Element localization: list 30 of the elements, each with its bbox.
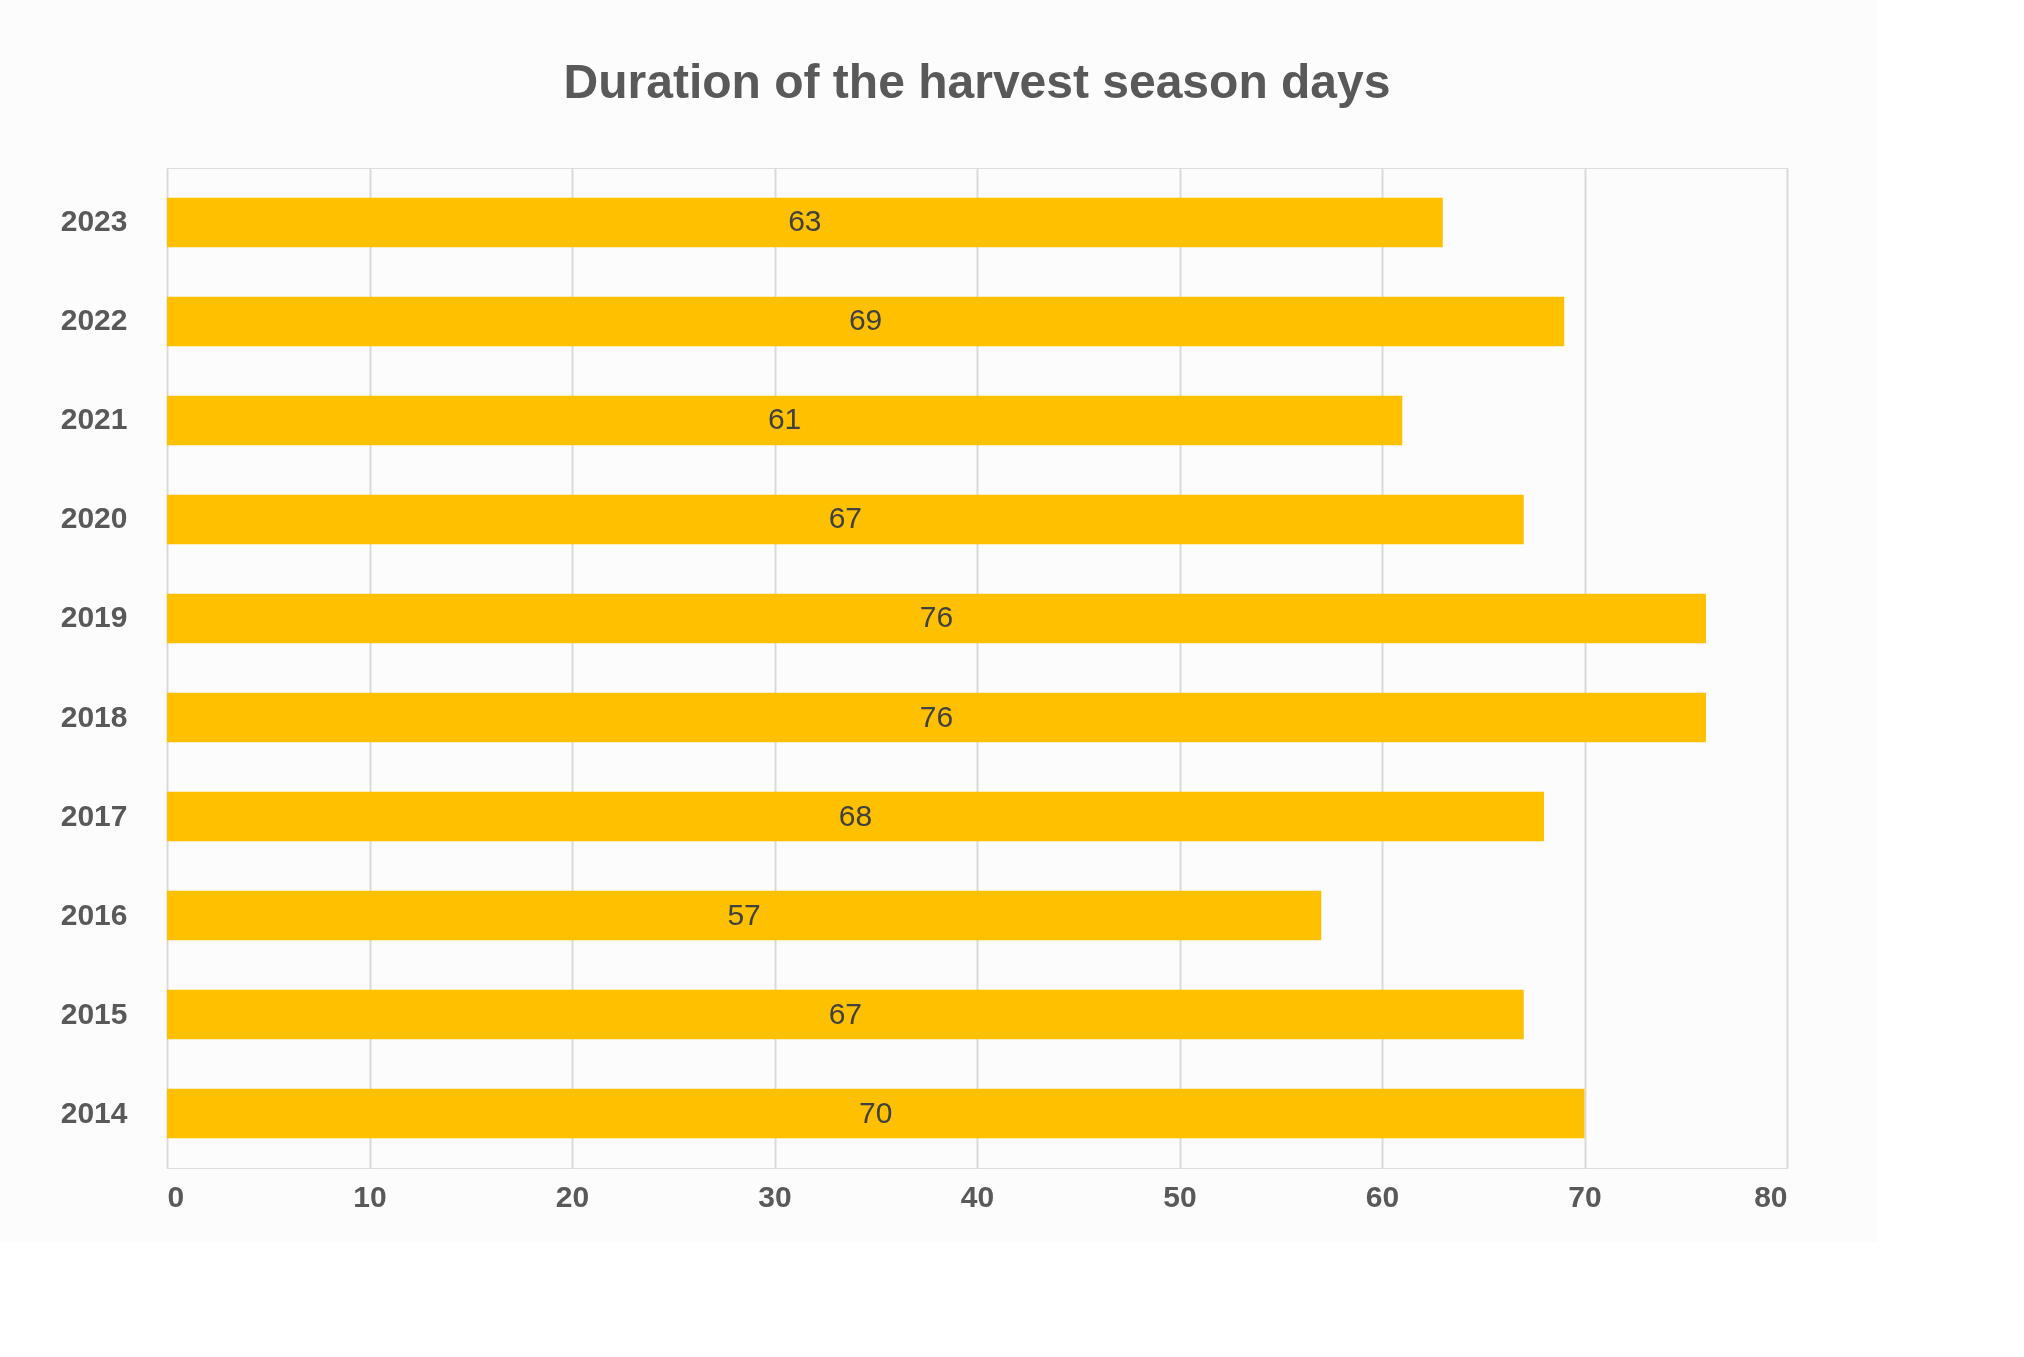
y-tick-label: 2019 [60,600,128,634]
y-tick-label: 2020 [60,501,128,535]
y-tick-label: 2018 [60,699,128,733]
data-label: 76 [919,600,954,634]
y-tick-label: 2016 [60,897,128,931]
data-label: 68 [838,798,873,832]
x-tick-label: 0 [167,1179,185,1213]
data-label: 61 [767,402,802,436]
x-tick-label: 40 [960,1179,995,1213]
x-tick-label: 20 [555,1179,590,1213]
y-tick-label: 2015 [60,996,128,1030]
data-label: 70 [859,1095,893,1129]
chart-title: Duration of the harvest season days [563,55,1391,108]
y-tick-label: 2022 [60,303,128,337]
x-tick-label: 80 [1754,1179,1788,1213]
data-label: 67 [828,996,863,1030]
data-label: 57 [727,897,761,931]
x-tick-label: 10 [353,1179,387,1213]
data-label: 63 [788,204,822,238]
x-tick-label: 30 [758,1179,792,1213]
data-label: 76 [919,699,954,733]
y-tick-label: 2021 [60,402,128,436]
x-tick-label: 70 [1568,1179,1602,1213]
x-tick-label: 50 [1163,1179,1197,1213]
data-label: 69 [848,303,883,337]
y-tick-label: 2023 [60,204,128,238]
y-tick-label: 2014 [60,1095,128,1129]
x-tick-label: 60 [1365,1179,1400,1213]
y-tick-label: 2017 [60,798,128,832]
data-label: 67 [828,501,863,535]
